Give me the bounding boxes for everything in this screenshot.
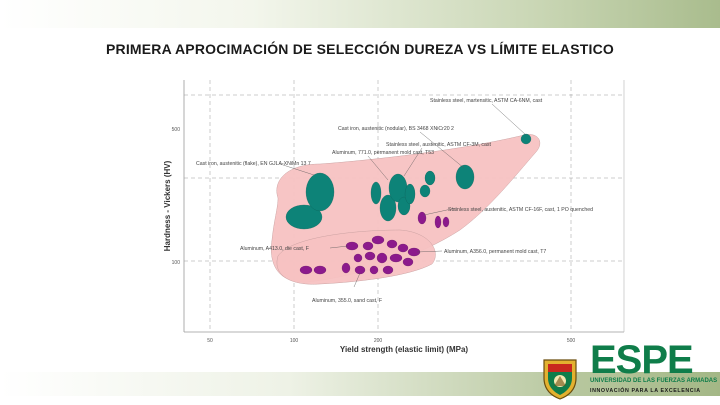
data-bubble	[305, 172, 335, 212]
data-bubble	[417, 211, 427, 225]
y-tick-label: 100	[172, 260, 181, 266]
annotation-label: Stainless steel, austenitic, ASTM CF-16F…	[448, 207, 593, 213]
data-bubble	[341, 262, 351, 274]
annotation-label: Stainless steel, austenitic, ASTM CF-3M,…	[386, 142, 491, 148]
slide-title: PRIMERA APROCIMACIÓN DE SELECCIÓN DUREZA…	[105, 41, 615, 57]
data-bubble	[345, 241, 359, 251]
annotation-label: Aluminum, 355.0, sand cast, F	[312, 298, 382, 304]
leader-line	[416, 250, 443, 253]
data-bubble	[362, 241, 374, 251]
leader-line	[353, 272, 361, 288]
x-axis-label: Yield strength (elastic limit) (MPa)	[340, 345, 469, 354]
series-teal	[285, 133, 532, 230]
annotation-leaders	[279, 103, 527, 288]
leader-line	[279, 163, 315, 176]
annotation-label: Aluminum, A356.0, permanent mold cast, T…	[444, 249, 546, 255]
annotation-label: Aluminum, 771.0, permanent mold cast, T5…	[332, 150, 434, 156]
data-bubble	[353, 253, 363, 263]
leader-line	[329, 245, 349, 249]
data-bubble	[369, 265, 379, 275]
data-bubble	[376, 252, 388, 264]
x-tick-label: 100	[290, 338, 299, 344]
annotation-label: Cast iron, austenitic (flake), EN GJLA-X…	[196, 161, 311, 167]
annotation-label: Aluminum, A413.0, die cast, F	[240, 246, 309, 252]
annotation-label: Cast iron, austenitic (nodular), BS 3468…	[338, 126, 454, 132]
y-axis-label: Hardness - Vickers (HV)	[163, 160, 172, 251]
leader-line	[423, 207, 457, 216]
x-tick-labels: 50 100 200 500	[207, 338, 575, 344]
espe-logo: ESPE UNIVERSIDAD DE LAS FUERZAS ARMADAS …	[540, 340, 718, 402]
y-tick-label: 500	[172, 127, 181, 133]
data-bubble	[354, 265, 366, 275]
data-bubble	[313, 265, 327, 275]
x-tick-label: 500	[567, 338, 576, 344]
leader-line	[367, 155, 389, 181]
y-tick-labels: 500 100	[172, 127, 181, 266]
data-bubble	[424, 170, 436, 186]
data-bubble	[397, 243, 409, 253]
leader-line	[491, 103, 527, 136]
data-bubble	[299, 265, 313, 275]
logo-wordmark: ESPE	[590, 338, 694, 382]
series-purple	[299, 211, 450, 275]
x-tick-label: 50	[207, 338, 213, 344]
data-bubble	[404, 183, 416, 205]
data-bubble	[520, 133, 532, 145]
data-bubble	[442, 216, 450, 228]
annotations: Stainless steel, martensitic, ASTM CA-6N…	[196, 98, 593, 304]
data-bubble	[402, 257, 414, 267]
leader-line	[419, 131, 465, 169]
x-tick-label: 200	[374, 338, 383, 344]
data-bubble	[364, 251, 376, 261]
hardness-vs-yield-chart: Stainless steel, martensitic, ASTM CA-6N…	[163, 80, 625, 354]
data-bubble	[419, 184, 431, 198]
university-shield-icon	[543, 359, 577, 400]
footer-band	[0, 372, 720, 396]
data-bubble	[382, 265, 394, 275]
university-motto: INNOVACIÓN PARA LA EXCELENCIA	[590, 388, 701, 394]
annotation-label: Stainless steel, martensitic, ASTM CA-6N…	[430, 98, 543, 104]
data-bubble	[389, 253, 403, 263]
university-name: UNIVERSIDAD DE LAS FUERZAS ARMADAS	[590, 378, 718, 384]
data-bubble	[434, 215, 442, 229]
data-bubble	[371, 235, 385, 245]
leader-line	[403, 147, 423, 177]
data-bubble	[386, 239, 398, 249]
data-bubble	[379, 194, 397, 222]
data-bubble	[455, 164, 475, 190]
header-band	[0, 0, 720, 28]
data-bubble	[285, 204, 323, 230]
data-bubble	[370, 181, 382, 205]
